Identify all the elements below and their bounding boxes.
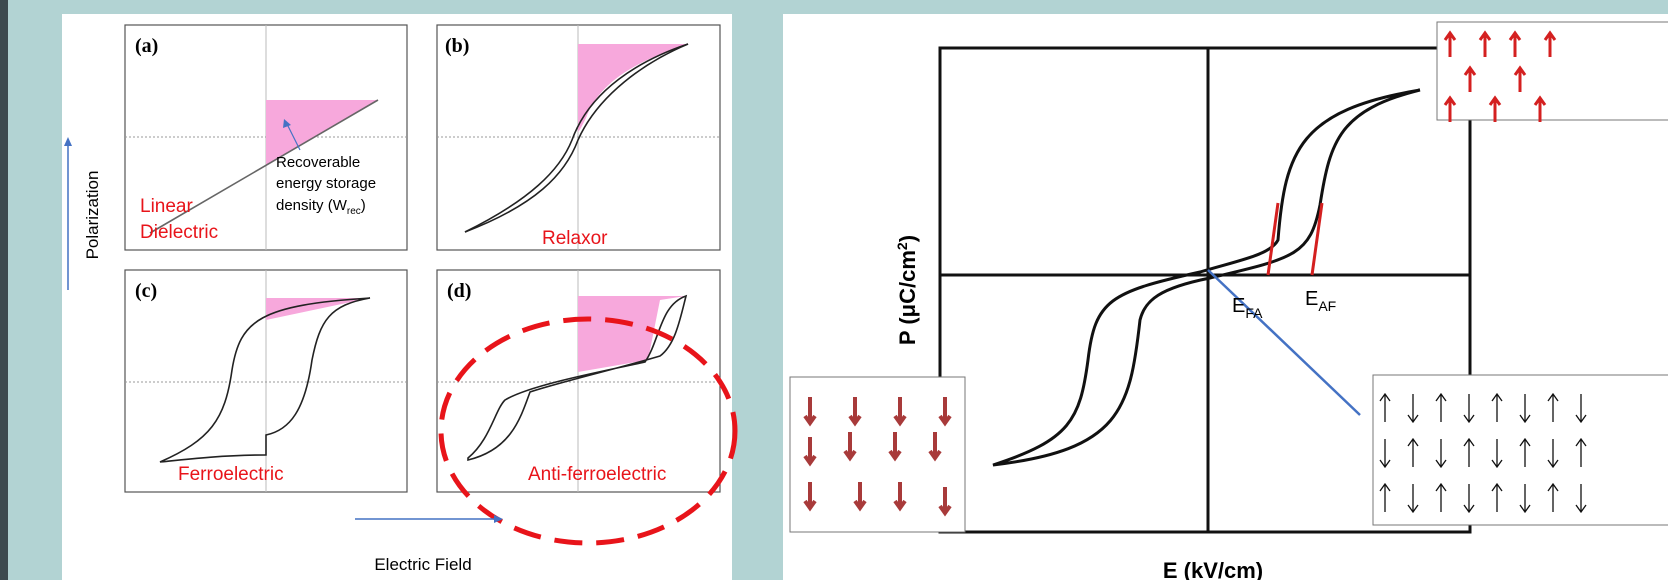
panel-label: (b) [445, 35, 469, 57]
panel-caption: Linear [140, 196, 193, 217]
y-axis-sup: 2 [894, 242, 910, 250]
panel-label: (d) [447, 280, 471, 302]
y-axis-label: P (μC/cm [895, 250, 920, 345]
left-strip [0, 0, 8, 580]
panel-caption: Ferroelectric [178, 464, 284, 485]
x-axis-label: E (kV/cm) [1163, 558, 1263, 580]
annotation: ) [361, 197, 366, 214]
annotation-sub: rec [347, 206, 361, 217]
inset-antiparallel [1373, 375, 1668, 525]
annotation: Recoverable [276, 154, 360, 171]
annotation: energy storage [276, 175, 376, 192]
panel-caption: Dielectric [140, 222, 218, 243]
annotation: density (W [276, 197, 348, 214]
left-figure: (a) Recoverable energy storage density (… [62, 14, 735, 580]
y-axis-label: Polarization [83, 171, 102, 260]
marker-sub: FA [1245, 305, 1263, 321]
y-axis-label: P (μC/cm2) [894, 235, 920, 345]
marker-label: E [1305, 288, 1318, 310]
marker-sub: AF [1318, 298, 1336, 314]
slide: (a) Recoverable energy storage density (… [0, 0, 1668, 580]
panel-caption: Anti-ferroelectric [528, 464, 666, 485]
right-figure: EFA EAF P (μC/cm2) E (kV/cm) [783, 14, 1668, 580]
y-axis-label: ) [895, 235, 920, 242]
panel-label: (a) [135, 35, 158, 57]
panel-label: (c) [135, 280, 157, 302]
marker-label: E [1232, 295, 1245, 317]
x-axis-label: Electric Field [374, 555, 471, 574]
panel-caption: Relaxor [542, 228, 608, 249]
